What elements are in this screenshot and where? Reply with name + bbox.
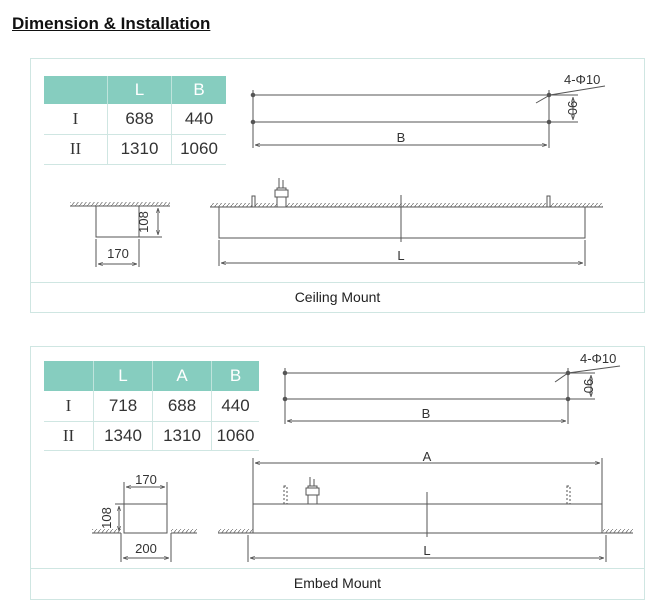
embed-side-view xyxy=(218,458,633,562)
header-cell: L xyxy=(93,361,153,391)
ceiling-side-view xyxy=(210,178,603,266)
header-cell: L xyxy=(107,76,172,104)
model-cell: II xyxy=(44,134,108,165)
table-row: II 1310 1060 xyxy=(44,134,226,165)
value-cell: 688 xyxy=(152,391,212,422)
embed-plan-view xyxy=(282,365,621,424)
ceiling-mount-panel: Ceiling Mount xyxy=(30,58,645,313)
ceiling-mount-caption: Ceiling Mount xyxy=(31,282,644,312)
value-cell: 1340 xyxy=(93,421,153,451)
header-cell: B xyxy=(171,76,226,104)
embed-width-top-label: 170 xyxy=(135,472,157,487)
embed-end-view xyxy=(92,482,197,562)
embed-b-label: B xyxy=(422,406,431,421)
value-cell: 440 xyxy=(171,104,226,135)
ceiling-dimension-table: L B I 688 440 II 1310 1060 xyxy=(44,76,226,165)
ceiling-b-label: B xyxy=(397,130,406,145)
embed-width-bottom-label: 200 xyxy=(135,541,157,556)
value-cell: 440 xyxy=(211,391,259,422)
header-cell xyxy=(44,76,108,104)
embed-a-label: A xyxy=(423,449,432,464)
embed-mount-caption: Embed Mount xyxy=(31,568,644,599)
embed-l-label: L xyxy=(423,543,430,558)
embed-hole-spacing-label: 90 xyxy=(581,379,596,393)
value-cell: 718 xyxy=(93,391,153,422)
model-cell: I xyxy=(44,391,94,422)
value-cell: 1310 xyxy=(152,421,212,451)
ceiling-holes-label: 4-Φ10 xyxy=(564,72,600,87)
header-cell xyxy=(44,361,94,391)
table-row: I 718 688 440 xyxy=(44,391,259,422)
embed-mount-panel: Embed Mount xyxy=(30,346,645,600)
embed-holes-label: 4-Φ10 xyxy=(580,351,616,366)
value-cell: 1060 xyxy=(211,421,259,451)
value-cell: 1060 xyxy=(171,134,226,165)
section-title: Dimension & Installation xyxy=(12,14,211,33)
ceiling-plan-view xyxy=(250,85,606,148)
embed-dimension-table: L A B I 718 688 440 II 1340 1310 1060 xyxy=(44,361,259,451)
value-cell: 688 xyxy=(107,104,172,135)
ceiling-width-label: 170 xyxy=(107,246,129,261)
model-cell: I xyxy=(44,104,108,135)
model-cell: II xyxy=(44,421,94,451)
header-cell: B xyxy=(211,361,259,391)
ceiling-l-label: L xyxy=(397,248,404,263)
ceiling-hole-spacing-label: 90 xyxy=(565,101,580,115)
table-row: I 688 440 xyxy=(44,104,226,135)
header-cell: A xyxy=(152,361,212,391)
ceiling-height-label: 108 xyxy=(136,211,151,233)
ceiling-end-view xyxy=(70,202,170,267)
embed-height-label: 108 xyxy=(99,507,114,529)
table-row: II 1340 1310 1060 xyxy=(44,421,259,451)
value-cell: 1310 xyxy=(107,134,172,165)
